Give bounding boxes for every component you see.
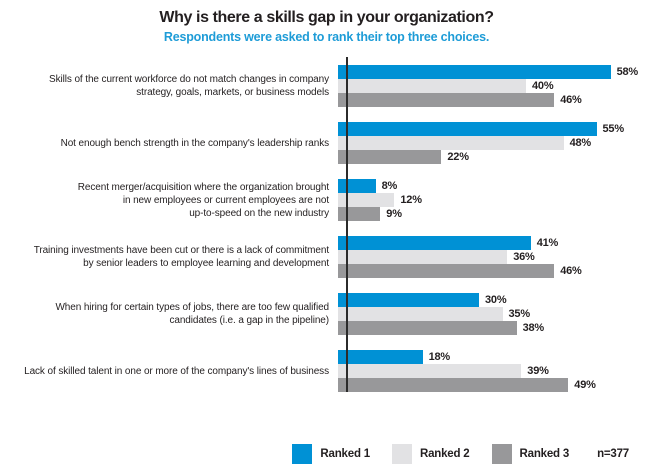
- sample-size-note: n=377: [597, 448, 629, 460]
- legend-item-ranked-2: Ranked 2: [391, 444, 470, 464]
- category-label: When hiring for certain types of jobs, t…: [55, 302, 329, 326]
- chart-title: Why is there a skills gap in your organi…: [159, 9, 494, 26]
- bar-ranked-2: [338, 364, 522, 378]
- bar-value-label: 46%: [560, 265, 582, 277]
- bar-ranked-3: [338, 264, 555, 278]
- bar-value-label: 12%: [400, 194, 422, 206]
- bar-row: 41%: [338, 236, 653, 250]
- legend-label-ranked-3: Ranked 3: [519, 448, 570, 460]
- bar-ranked-3: [338, 150, 442, 164]
- category-group: Skills of the current workforce do not m…: [0, 65, 653, 107]
- bar-value-label: 46%: [560, 94, 582, 106]
- bar-ranked-2: [338, 307, 503, 321]
- bar-row: 38%: [338, 321, 653, 335]
- bar-value-label: 22%: [447, 151, 469, 163]
- bar-value-label: 8%: [381, 180, 398, 192]
- bar-ranked-3: [338, 207, 381, 221]
- bar-ranked-1: [338, 350, 423, 364]
- category-label: Recent merger/acquisition where the orga…: [77, 181, 329, 219]
- category-group: Training investments have been cut or th…: [0, 236, 653, 278]
- bar-value-label: 38%: [522, 322, 545, 334]
- legend-swatch-ranked-2: [391, 444, 412, 464]
- bar-row: 48%: [338, 136, 653, 150]
- bar-row: 58%: [338, 65, 653, 79]
- legend-swatch-ranked-3: [491, 444, 512, 464]
- bar-value-label: 35%: [508, 308, 531, 320]
- bar-row: 40%: [338, 79, 653, 93]
- category-group: Recent merger/acquisition where the orga…: [0, 179, 653, 221]
- bar-ranked-2: [338, 193, 395, 207]
- bar-row: 18%: [338, 350, 653, 364]
- bar-ranked-2: [338, 136, 564, 150]
- legend: Ranked 1 Ranked 2 Ranked 3 n=377: [0, 444, 653, 464]
- bar-ranked-1: [338, 65, 611, 79]
- legend-label-ranked-1: Ranked 1: [320, 448, 370, 460]
- bar-row: 55%: [338, 122, 653, 136]
- bar-value-label: 49%: [574, 379, 596, 391]
- bar-row: 12%: [338, 193, 653, 207]
- category-label: Lack of skilled talent in one or more of…: [24, 365, 329, 377]
- bar-ranked-1: [338, 236, 531, 250]
- chart-subtitle: Respondents were asked to rank their top…: [163, 30, 490, 44]
- bar-row: 36%: [338, 250, 653, 264]
- bar-row: 30%: [338, 293, 653, 307]
- bar-ranked-3: [338, 378, 569, 392]
- bar-ranked-1: [338, 293, 479, 307]
- bar-value-label: 55%: [602, 123, 625, 135]
- bar-row: 49%: [338, 378, 653, 392]
- bar-ranked-2: [338, 79, 526, 93]
- bar-row: 46%: [338, 264, 653, 278]
- category-label: Training investments have been cut or th…: [33, 245, 329, 269]
- bar-value-label: 36%: [513, 251, 535, 263]
- groups: Skills of the current workforce do not m…: [0, 65, 653, 392]
- category-label: Skills of the current workforce do not m…: [49, 74, 329, 98]
- category-group: When hiring for certain types of jobs, t…: [0, 293, 653, 335]
- category-bars: 30% 35% 38%: [338, 293, 653, 335]
- bar-value-label: 9%: [386, 208, 402, 220]
- bar-row: 8%: [338, 179, 653, 193]
- bar-row: 46%: [338, 93, 653, 107]
- bar-ranked-3: [338, 321, 517, 335]
- bar-row: 9%: [338, 207, 653, 221]
- legend-item-ranked-1: Ranked 1: [292, 444, 370, 464]
- legend-swatch-ranked-1: [292, 444, 313, 464]
- bar-value-label: 58%: [616, 66, 639, 78]
- legend-label-ranked-2: Ranked 2: [419, 448, 470, 460]
- bar-ranked-3: [338, 93, 555, 107]
- bar-value-label: 40%: [532, 80, 554, 92]
- category-label: Not enough bench strength in the company…: [60, 137, 330, 149]
- category-group: Not enough bench strength in the company…: [0, 122, 653, 164]
- bar-ranked-1: [338, 179, 376, 193]
- category-bars: 41% 36% 46%: [338, 236, 653, 278]
- bar-ranked-1: [338, 122, 597, 136]
- bar-row: 39%: [338, 364, 653, 378]
- legend-item-ranked-3: Ranked 3: [491, 444, 570, 464]
- y-axis-line: [346, 57, 348, 392]
- bar-value-label: 30%: [485, 294, 507, 306]
- category-bars: 55% 48% 22%: [338, 122, 653, 164]
- bar-value-label: 48%: [569, 137, 592, 149]
- bar-value-label: 39%: [527, 365, 549, 377]
- bar-row: 35%: [338, 307, 653, 321]
- bar-value-label: 18%: [428, 351, 451, 363]
- bar-row: 22%: [338, 150, 653, 164]
- category-group: Lack of skilled talent in one or more of…: [0, 350, 653, 392]
- bar-value-label: 41%: [536, 237, 559, 249]
- chart-plot-area: Skills of the current workforce do not m…: [0, 57, 653, 392]
- category-bars: 18% 39% 49%: [338, 350, 653, 392]
- category-bars: 8% 12% 9%: [338, 179, 653, 221]
- category-bars: 58% 40% 46%: [338, 65, 653, 107]
- bar-ranked-2: [338, 250, 508, 264]
